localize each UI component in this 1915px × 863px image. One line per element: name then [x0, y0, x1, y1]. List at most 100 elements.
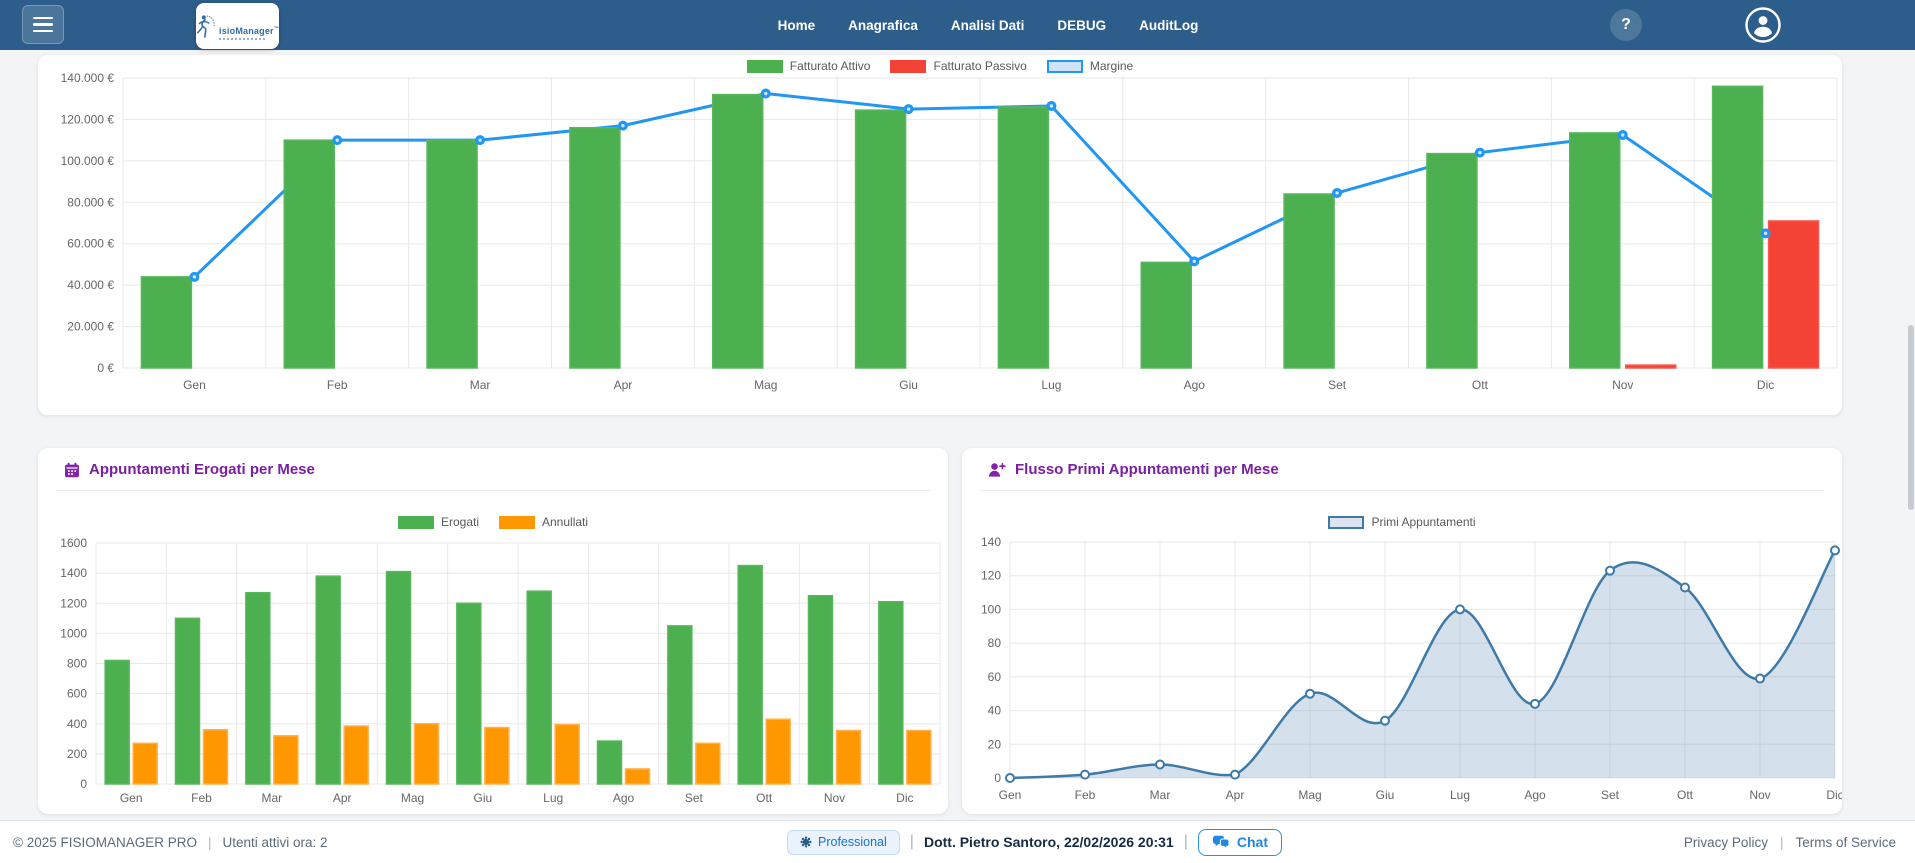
svg-text:Mar: Mar: [470, 378, 491, 392]
svg-text:Lug: Lug: [543, 791, 563, 805]
logo-dots-decoration: [219, 38, 266, 40]
logo-figure-icon: [197, 14, 216, 38]
svg-text:Lug: Lug: [1041, 378, 1061, 392]
svg-text:Ott: Ott: [756, 791, 773, 805]
revenue-chart[interactable]: 0 € 20.000 € 40.000 € 60.000 € 80.000 € 100.0…: [38, 55, 1842, 415]
legend-item[interactable]: Annullati: [499, 515, 588, 529]
svg-text:Ott: Ott: [1472, 378, 1489, 392]
svg-text:Apr: Apr: [1226, 788, 1245, 802]
svg-text:Gen: Gen: [999, 788, 1022, 802]
legend-label: Annullati: [542, 515, 589, 529]
flow-chart[interactable]: 0 20 40 60 80 100 120 140 Gen Feb Mar Apr Mag Giu Lug A…: [962, 448, 1842, 814]
svg-text:40: 40: [988, 704, 1002, 718]
nav-auditlog[interactable]: AuditLog: [1139, 17, 1199, 33]
footer-center: Professional | Dott. Pietro Santoro, 22/…: [787, 821, 1282, 863]
svg-text:Nov: Nov: [1612, 378, 1633, 392]
svg-text:0: 0: [80, 777, 87, 791]
svg-text:120.000 €: 120.000 €: [61, 112, 115, 126]
chat-button-label: Chat: [1236, 834, 1268, 850]
nav-anagrafica[interactable]: Anagrafica: [848, 17, 918, 33]
copyright-text: © 2025 FISIOMANAGER PRO: [13, 834, 197, 850]
svg-text:Dic: Dic: [1757, 378, 1774, 392]
nav-home[interactable]: Home: [777, 17, 816, 33]
legend-item[interactable]: Erogati: [397, 515, 479, 529]
legend-item[interactable]: Fatturato Passivo: [890, 59, 1027, 73]
svg-text:Nov: Nov: [824, 791, 845, 805]
svg-text:Ott: Ott: [1677, 788, 1694, 802]
badge-seal-icon: [800, 836, 812, 848]
svg-text:140: 140: [981, 535, 1001, 549]
legend-swatch: [1046, 59, 1083, 73]
revenue-chart-legend: Fatturato Attivo Fatturato Passivo Margine: [38, 59, 1842, 73]
svg-text:20: 20: [988, 737, 1002, 751]
app-logo[interactable]: isioManager™: [196, 3, 279, 49]
terms-of-service-link[interactable]: Terms of Service: [1795, 834, 1896, 850]
appointments-chart-card: Appuntamenti Erogati per Mese Erogati Ann…: [38, 448, 948, 814]
menu-button[interactable]: [22, 5, 64, 44]
legend-swatch: [890, 59, 927, 73]
active-users-text: Utenti attivi ora: 2: [222, 834, 328, 850]
svg-text:140.000 €: 140.000 €: [61, 71, 115, 85]
legend-label: Fatturato Attivo: [789, 59, 871, 73]
user-icon: [1745, 7, 1781, 43]
legend-item[interactable]: Fatturato Attivo: [746, 59, 871, 73]
nav-analisi-dati[interactable]: Analisi Dati: [950, 17, 1025, 33]
svg-text:Giu: Giu: [1376, 788, 1395, 802]
help-button[interactable]: ?: [1610, 9, 1642, 41]
svg-text:0: 0: [994, 771, 1001, 785]
legend-label: Margine: [1089, 59, 1134, 73]
svg-text:Gen: Gen: [183, 378, 206, 392]
legend-label: Fatturato Passivo: [933, 59, 1027, 73]
svg-text:Feb: Feb: [327, 378, 348, 392]
legend-item[interactable]: Primi Appuntamenti: [1328, 515, 1476, 529]
chat-button[interactable]: Chat: [1197, 828, 1282, 856]
flow-chart-legend: Primi Appuntamenti: [962, 515, 1842, 529]
svg-text:1400: 1400: [60, 566, 87, 580]
title-divider: [56, 490, 930, 491]
main-nav: Home Anagrafica Analisi Dati DEBUG Audit…: [778, 0, 1199, 50]
person-plus-icon: [988, 462, 1006, 477]
svg-text:Ago: Ago: [1184, 378, 1206, 392]
svg-text:Ago: Ago: [613, 791, 635, 805]
svg-text:800: 800: [67, 657, 87, 671]
footer-left: © 2025 FISIOMANAGER PRO | Utenti attivi …: [13, 834, 328, 850]
svg-text:Dic: Dic: [896, 791, 913, 805]
footer-bar: © 2025 FISIOMANAGER PRO | Utenti attivi …: [0, 820, 1915, 863]
svg-text:Apr: Apr: [333, 791, 352, 805]
svg-text:Mag: Mag: [401, 791, 424, 805]
svg-text:Apr: Apr: [614, 378, 633, 392]
svg-text:1000: 1000: [60, 626, 87, 640]
legend-item[interactable]: Margine: [1046, 59, 1134, 73]
legend-swatch: [1328, 515, 1365, 529]
user-menu-button[interactable]: [1744, 6, 1782, 44]
appointments-chart-legend: Erogati Annullati: [38, 515, 948, 529]
svg-text:600: 600: [67, 687, 87, 701]
svg-text:Mag: Mag: [754, 378, 777, 392]
footer-right: Privacy Policy | Terms of Service: [1683, 834, 1896, 850]
svg-text:1200: 1200: [60, 596, 87, 610]
svg-text:Mar: Mar: [261, 791, 282, 805]
plan-badge[interactable]: Professional: [787, 829, 900, 855]
svg-text:Nov: Nov: [1749, 788, 1770, 802]
privacy-policy-link[interactable]: Privacy Policy: [1683, 834, 1768, 850]
plan-badge-label: Professional: [818, 835, 887, 849]
nav-debug[interactable]: DEBUG: [1057, 17, 1107, 33]
scrollbar-thumb[interactable]: [1908, 325, 1914, 510]
flow-chart-card: Flusso Primi Appuntamenti per Mese Primi…: [962, 448, 1842, 814]
svg-text:40.000 €: 40.000 €: [67, 278, 114, 292]
svg-text:Mar: Mar: [1150, 788, 1171, 802]
logged-user-info: Dott. Pietro Santoro, 22/02/2026 20:31: [923, 834, 1174, 850]
top-navbar: isioManager™ Home Anagrafica Analisi Dat…: [0, 0, 1915, 50]
legend-swatch: [499, 515, 535, 529]
revenue-chart-card: Fatturato Attivo Fatturato Passivo Margine…: [38, 55, 1842, 415]
svg-text:120: 120: [981, 569, 1001, 583]
svg-text:Feb: Feb: [1075, 788, 1096, 802]
legend-label: Erogati: [440, 515, 479, 529]
menu-icon: [33, 16, 53, 20]
svg-text:80: 80: [988, 636, 1002, 650]
svg-text:Set: Set: [685, 791, 704, 805]
svg-text:Feb: Feb: [191, 791, 212, 805]
svg-text:Giu: Giu: [899, 378, 918, 392]
appointments-chart-title: Appuntamenti Erogati per Mese: [89, 461, 315, 478]
